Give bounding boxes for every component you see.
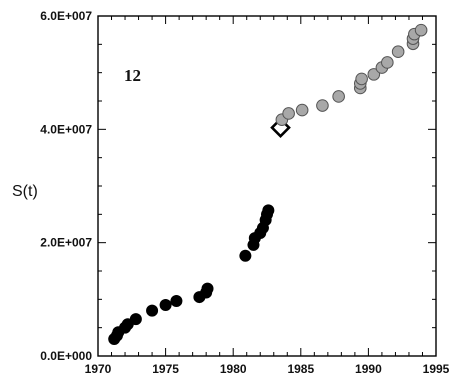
black-data-point — [146, 304, 159, 317]
data-points — [108, 23, 428, 345]
black-data-point — [159, 298, 172, 311]
gray-data-point — [414, 23, 428, 37]
black-data-point — [262, 204, 275, 217]
gray-data-point — [355, 72, 368, 86]
y-tick-label: 0.0E+000 — [40, 349, 92, 363]
gray-data-point — [316, 99, 329, 112]
black-data-point — [170, 295, 183, 308]
x-tick-label: 1975 — [152, 362, 179, 376]
y-tick-label: 4.0E+007 — [40, 122, 92, 136]
x-tick-label: 1970 — [85, 362, 112, 376]
axes: 1970 1975 1980 1985 1990 1995 0.0E+000 2.0E+007… — [40, 9, 449, 376]
x-tick-label: 1990 — [355, 362, 382, 376]
x-tick-label: 1995 — [423, 362, 450, 376]
gray-data-point — [381, 56, 394, 69]
x-tick-label: 1985 — [287, 362, 314, 376]
gray-data-point — [391, 45, 405, 59]
black-data-point — [201, 282, 214, 295]
y-tick-label: 2.0E+007 — [40, 236, 92, 250]
y-tick-label: 6.0E+007 — [40, 9, 92, 23]
gray-data-point — [282, 107, 295, 120]
y-axis-label: S(t) — [12, 183, 38, 200]
black-data-point — [239, 249, 252, 262]
gray-data-point — [295, 103, 309, 117]
black-data-point — [129, 313, 142, 326]
gray-data-point — [367, 68, 381, 81]
gray-data-point — [332, 90, 345, 103]
x-tick-label: 1980 — [220, 362, 247, 376]
plot-annotation: 12 — [124, 66, 141, 85]
